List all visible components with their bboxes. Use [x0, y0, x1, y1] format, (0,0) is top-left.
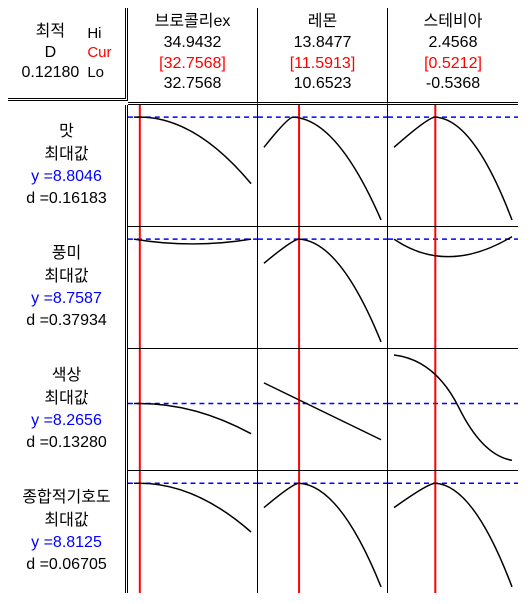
response-curve — [394, 355, 512, 460]
factor-header: 레몬 13.8477 [11.5913] 10.6523 — [258, 8, 388, 105]
optimal-label: 최적 D 0.12180 — [21, 22, 79, 84]
response-plot — [128, 227, 258, 349]
factor-name: 레몬 — [258, 12, 387, 33]
response-name: 색상 — [8, 365, 125, 387]
response-plot — [388, 471, 518, 593]
response-goal: 최대값 — [8, 388, 125, 410]
response-label: 종합적기호도 최대값 y =8.8125 d =0.06705 — [8, 471, 128, 593]
response-y: y =8.2656 — [8, 410, 125, 432]
response-d: d =0.06705 — [8, 554, 125, 576]
response-name: 맛 — [8, 121, 125, 143]
header-optimal-block: 최적 D 0.12180 Hi Cur Lo — [8, 8, 128, 101]
response-plot — [388, 105, 518, 227]
response-name: 풍미 — [8, 243, 125, 265]
response-curve — [264, 239, 381, 342]
response-plot — [388, 227, 518, 349]
response-y: y =8.8125 — [8, 532, 125, 554]
response-label: 풍미 최대값 y =8.7587 d =0.37934 — [8, 227, 128, 349]
factor-name: 스테비아 — [388, 12, 518, 33]
response-goal: 최대값 — [8, 144, 125, 166]
response-plot — [388, 349, 518, 471]
response-curve — [134, 117, 251, 184]
response-d: d =0.37934 — [8, 310, 125, 332]
response-goal: 최대값 — [8, 266, 125, 288]
factor-hi: 2.4568 — [388, 33, 518, 54]
factor-hi: 34.9432 — [128, 33, 257, 54]
factor-lo: 10.6523 — [258, 74, 387, 95]
response-curve — [134, 403, 251, 433]
response-curve — [394, 117, 512, 220]
response-curve — [264, 483, 381, 587]
response-plot — [258, 105, 388, 227]
response-name: 종합적기호도 — [8, 487, 125, 509]
response-plot — [128, 471, 258, 593]
factor-name: 브로콜리ex — [128, 12, 257, 33]
response-plot — [258, 471, 388, 593]
factor-header: 스테비아 2.4568 [0.5212] -0.5368 — [388, 8, 518, 105]
hi-cur-lo-labels: Hi Cur Lo — [87, 24, 111, 83]
factor-lo: 32.7568 — [128, 74, 257, 95]
response-goal: 최대값 — [8, 510, 125, 532]
factor-cur: [32.7568] — [128, 54, 257, 75]
response-curve — [264, 383, 381, 440]
response-y: y =8.8046 — [8, 166, 125, 188]
response-d: d =0.16183 — [8, 188, 125, 210]
factor-header: 브로콜리ex 34.9432 [32.7568] 32.7568 — [128, 8, 258, 105]
response-plot — [258, 227, 388, 349]
factor-hi: 13.8477 — [258, 33, 387, 54]
factor-cur: [0.5212] — [388, 54, 518, 75]
factor-lo: -0.5368 — [388, 74, 518, 95]
response-y: y =8.7587 — [8, 288, 125, 310]
response-plot — [128, 349, 258, 471]
factor-cur: [11.5913] — [258, 54, 387, 75]
response-plot — [128, 105, 258, 227]
response-curve — [394, 483, 512, 587]
response-d: d =0.13280 — [8, 432, 125, 454]
response-label: 색상 최대값 y =8.2656 d =0.13280 — [8, 349, 128, 471]
response-plot — [258, 349, 388, 471]
response-curve — [264, 117, 381, 220]
response-label: 맛 최대값 y =8.8046 d =0.16183 — [8, 105, 128, 227]
response-curve — [134, 483, 251, 532]
